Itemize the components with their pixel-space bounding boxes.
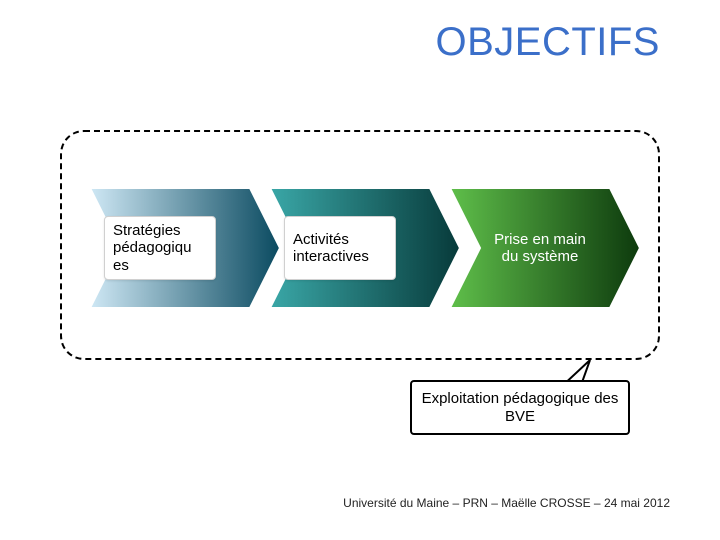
chevron-labelbox: Stratégies pédagogiqu es [104,216,216,280]
chevron-label: Activités interactives [293,231,387,266]
chevron-labelbox: Activités interactives [284,216,396,280]
callout-text: Exploitation pédagogique des BVE [418,390,622,426]
chevron-label: Stratégies pédagogiqu es [113,222,207,274]
chevron-prise-en-main: Prise en main du système [450,188,640,308]
footer-text: Université du Maine – PRN – Maëlle CROSS… [343,496,670,510]
title-text: OBJECTIFS [435,20,660,64]
callout-box: Exploitation pédagogique des BVE [410,380,630,435]
chevron-label: Prise en main du système [488,231,592,266]
page-title: OBJECTIFS [435,20,660,65]
chevron-row: Stratégies pédagogiqu es Activités inter… [90,188,650,308]
chevron-labelbox: Prise en main du système [480,216,600,280]
chevron-activites: Activités interactives [270,188,460,308]
chevron-strategies: Stratégies pédagogiqu es [90,188,280,308]
footer-label: Université du Maine – PRN – Maëlle CROSS… [343,496,670,510]
